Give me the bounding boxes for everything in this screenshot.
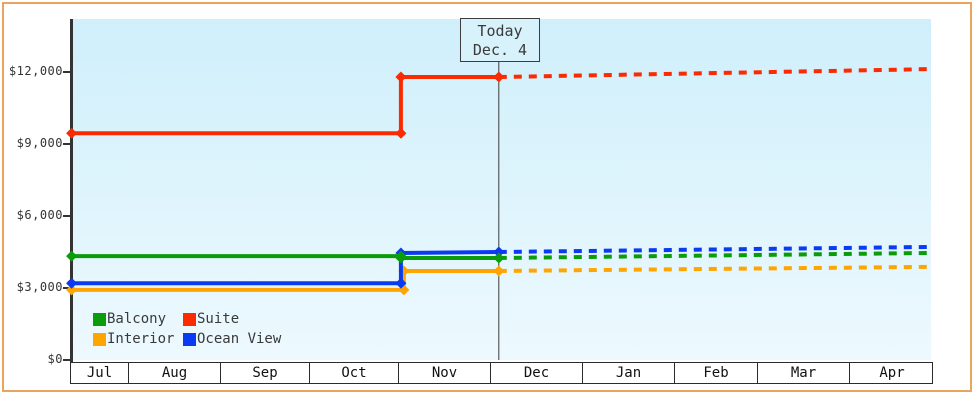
month-cell-oct: Oct [310, 363, 399, 383]
month-cell-nov: Nov [399, 363, 491, 383]
today-label: Today [477, 22, 523, 40]
suite-line-projection [498, 67, 930, 80]
chart-legend: Balcony Suite Interior Ocean View [93, 311, 282, 347]
balcony-line-projection [498, 250, 930, 260]
balcony-marker [66, 250, 78, 262]
balcony-line-solid [71, 254, 499, 260]
balcony-swatch-icon [93, 312, 106, 326]
interior-marker [493, 265, 505, 277]
month-cell-sep: Sep [221, 363, 310, 383]
balcony-marker [395, 252, 407, 264]
y-tick-label: $9,000 [16, 136, 63, 150]
y-tick-label: $6,000 [16, 208, 63, 222]
interior-swatch-icon [93, 332, 106, 346]
interior-line-projection [498, 264, 929, 273]
legend-item-ocean-view: Ocean View [183, 331, 282, 347]
suite-marker [395, 71, 407, 83]
ocean-view-marker [395, 277, 407, 289]
legend-label: Balcony [107, 311, 167, 327]
balcony-marker [493, 252, 505, 264]
interior-line-solid [71, 268, 499, 292]
suite-line-solid [71, 75, 499, 136]
ocean-view-swatch-icon [183, 332, 196, 346]
y-tick-label: $3,000 [16, 280, 63, 294]
month-cell-mar: Mar [758, 363, 850, 383]
ocean-view-marker [66, 277, 78, 289]
interior-marker [66, 284, 78, 296]
y-tick-label: $12,000 [8, 64, 63, 78]
suite-swatch-icon [183, 312, 196, 326]
ocean-view-line-projection [498, 244, 930, 254]
month-cell-apr: Apr [879, 365, 905, 381]
month-cell-dec: Dec [491, 363, 583, 383]
month-cell-jul: Jul [71, 363, 129, 383]
legend-label: Ocean View [197, 331, 282, 347]
legend-item-balcony: Balcony [93, 311, 183, 327]
y-tick-label: $0 [47, 352, 63, 366]
legend-item-suite: Suite [183, 311, 281, 327]
month-cell-aug: Aug [129, 363, 221, 383]
legend-item-interior: Interior [93, 331, 183, 347]
month-cell-feb: Feb [675, 363, 758, 383]
month-cell-jan: Jan [583, 363, 675, 383]
legend-label: Suite [197, 311, 240, 327]
suite-marker [493, 71, 505, 83]
legend-label: Interior [107, 331, 175, 347]
ocean-view-marker [493, 246, 505, 258]
today-annotation-box: Today Dec. 4 [460, 18, 540, 62]
today-date: Dec. 4 [472, 41, 528, 59]
ocean-view-line-solid [71, 250, 499, 286]
month-axis-row: Jul Aug Sep Oct Nov Dec Jan Feb Mar Apr [70, 362, 933, 384]
suite-marker [395, 127, 407, 139]
suite-marker [66, 127, 78, 139]
